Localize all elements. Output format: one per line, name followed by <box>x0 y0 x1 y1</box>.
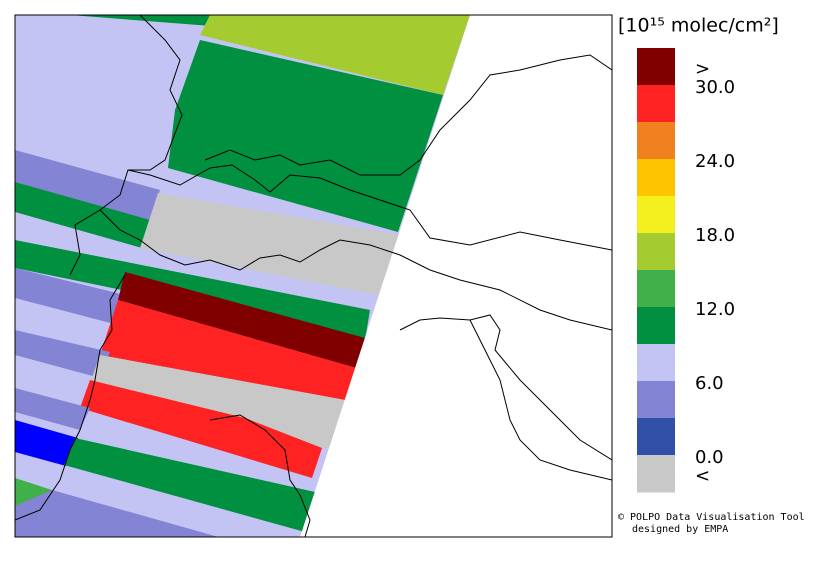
colorbar-bin <box>637 196 675 234</box>
swath-pixel <box>15 150 160 222</box>
swath-pixel <box>100 300 356 400</box>
colorbar-bin <box>637 381 675 419</box>
colorbar-label: 24.0 <box>695 151 735 172</box>
swath-pixel <box>64 438 315 532</box>
colorbar-bin <box>637 48 675 86</box>
colorbar-label: < <box>695 466 710 487</box>
colorbar-bin <box>637 455 675 493</box>
swath-pixel <box>15 420 78 466</box>
colorbar-label: > <box>695 59 710 80</box>
credit-line: designed by EMPA <box>632 524 728 535</box>
colorbar-bin <box>637 85 675 123</box>
colorbar-label: 0.0 <box>695 447 724 468</box>
colorbar-bin <box>637 418 675 456</box>
swath-pixel <box>15 268 125 325</box>
colorbar-label: 12.0 <box>695 299 735 320</box>
swath-pixel <box>15 388 90 430</box>
colorbar-bin <box>637 233 675 271</box>
map-frame <box>14 14 613 538</box>
colorbar-label: 6.0 <box>695 373 724 394</box>
swath-pixel <box>80 380 322 478</box>
credit-line: © POLPO Data Visualisation Tool <box>618 512 805 523</box>
colorbar-bin <box>637 122 675 160</box>
colorbar-bin <box>637 307 675 345</box>
legend-title: [10¹⁵ molec/cm²] <box>618 15 779 37</box>
swath-pixel <box>15 182 150 248</box>
swath-pixel <box>118 272 365 368</box>
swath-pixel <box>168 40 443 232</box>
swath-pixel <box>15 330 110 378</box>
swath-pixel <box>140 193 400 295</box>
colorbar-bin <box>637 344 675 382</box>
swath-pixel <box>15 490 300 537</box>
colorbar: >30.0 24.0 18.0 12.0 6.0 0.0< <box>637 48 735 493</box>
colorbar-label: 18.0 <box>695 225 735 246</box>
country-borders <box>15 15 612 537</box>
colorbar-label: 30.0 <box>695 77 735 98</box>
swath-pixel <box>90 355 345 450</box>
colorbar-bin <box>637 270 675 308</box>
swath-pixel <box>200 15 470 95</box>
colorbar-bin <box>637 159 675 197</box>
map <box>15 15 612 537</box>
